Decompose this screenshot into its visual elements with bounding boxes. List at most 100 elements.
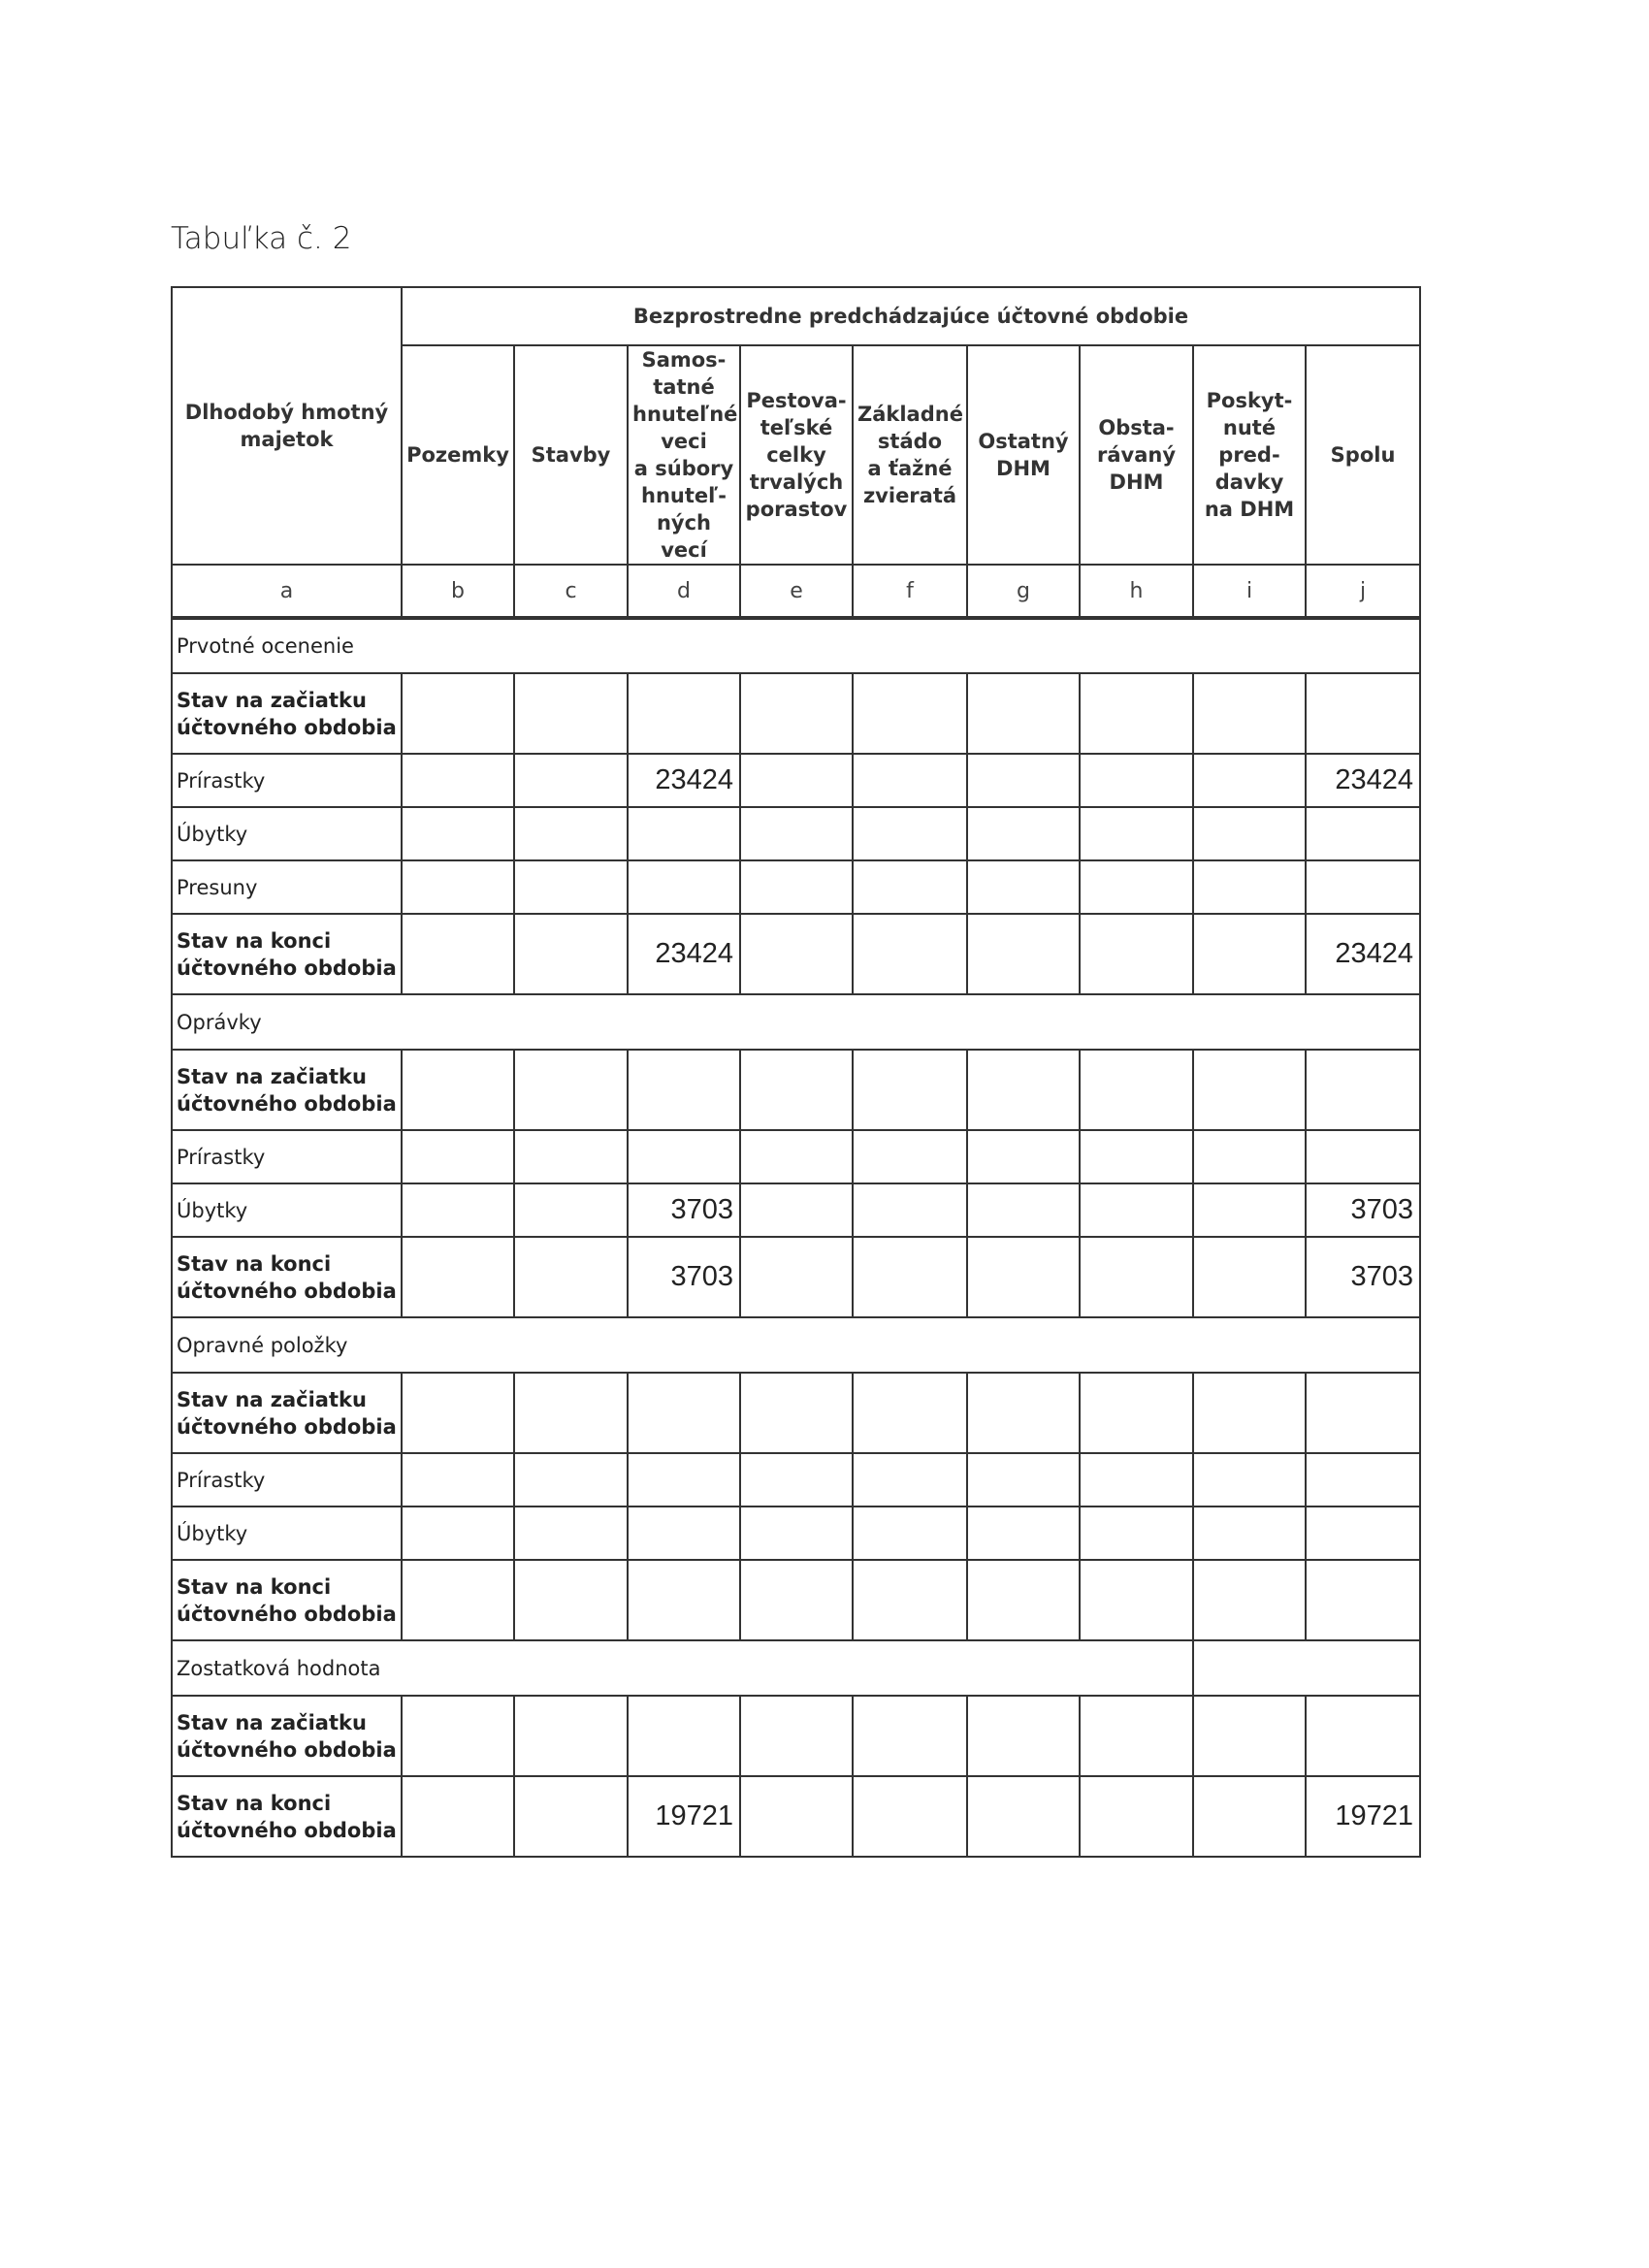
table-title: Tabuľka č. 2 bbox=[171, 221, 352, 256]
value-cell bbox=[1079, 913, 1194, 995]
value-cell bbox=[1079, 806, 1194, 861]
row-label: Stav na konci účtovného obdobia bbox=[171, 1775, 403, 1858]
value-cell bbox=[852, 1129, 968, 1184]
value-cell bbox=[1304, 806, 1422, 861]
value-cell bbox=[401, 1695, 515, 1777]
value-cell bbox=[1304, 672, 1422, 755]
table-row: Prírastky 23424 23424 bbox=[171, 753, 1422, 808]
value-cell bbox=[852, 1695, 968, 1777]
value-cell bbox=[966, 672, 1081, 755]
value-cell bbox=[852, 753, 968, 808]
column-letter: a bbox=[171, 564, 403, 620]
value-cell bbox=[513, 1506, 629, 1561]
value-cell bbox=[401, 672, 515, 755]
value-cell bbox=[401, 1236, 515, 1318]
section-label: Oprávky bbox=[170, 993, 1422, 1051]
value-cell bbox=[513, 1236, 629, 1318]
row-label: Stav na konci účtovného obdobia bbox=[171, 913, 403, 995]
value-cell bbox=[627, 806, 741, 861]
column-letter: i bbox=[1192, 564, 1307, 620]
value-cell bbox=[739, 672, 854, 755]
column-letter: f bbox=[852, 564, 968, 620]
value-cell bbox=[966, 1129, 1081, 1184]
value-cell bbox=[627, 672, 741, 755]
value-cell bbox=[739, 1775, 854, 1858]
column-letter: g bbox=[966, 564, 1081, 620]
value-cell bbox=[1192, 1372, 1307, 1454]
value-cell bbox=[739, 806, 854, 861]
value-cell bbox=[1192, 1695, 1307, 1777]
value-cell bbox=[1079, 1129, 1194, 1184]
value-cell bbox=[513, 1183, 629, 1238]
value-cell bbox=[739, 1049, 854, 1131]
section-label: Prvotné ocenenie bbox=[170, 617, 1422, 674]
table-row: Stav na začiatku účtovného obdobia bbox=[171, 1372, 1422, 1454]
table-row: Stav na začiatku účtovného obdobia bbox=[171, 1049, 1422, 1131]
column-header: Ostatný DHM bbox=[966, 344, 1081, 566]
value-cell bbox=[739, 1183, 854, 1238]
empty-cell bbox=[1191, 1639, 1422, 1697]
value-cell bbox=[401, 753, 515, 808]
value-cell bbox=[627, 1452, 741, 1507]
row-label: Úbytky bbox=[171, 1506, 403, 1561]
value-cell: 23424 bbox=[1304, 753, 1422, 808]
value-cell bbox=[513, 753, 629, 808]
table-row: Úbytky 3703 3703 bbox=[171, 1183, 1422, 1238]
value-cell bbox=[852, 1049, 968, 1131]
value-cell bbox=[1192, 1183, 1307, 1238]
value-cell bbox=[1079, 1506, 1194, 1561]
value-cell bbox=[966, 1372, 1081, 1454]
value-cell bbox=[1304, 1452, 1422, 1507]
value-cell bbox=[966, 1506, 1081, 1561]
value-cell bbox=[852, 1372, 968, 1454]
value-cell bbox=[513, 1372, 629, 1454]
row-label: Úbytky bbox=[171, 1183, 403, 1238]
table-row: Úbytky bbox=[171, 1506, 1422, 1561]
column-header: Pozemky bbox=[401, 344, 515, 566]
value-cell bbox=[401, 1775, 515, 1858]
value-cell bbox=[513, 859, 629, 915]
value-cell bbox=[627, 1695, 741, 1777]
value-cell bbox=[1304, 1372, 1422, 1454]
value-cell bbox=[739, 753, 854, 808]
value-cell bbox=[739, 1452, 854, 1507]
value-cell: 23424 bbox=[1304, 913, 1422, 995]
value-cell bbox=[1079, 753, 1194, 808]
column-letter: h bbox=[1079, 564, 1194, 620]
value-cell bbox=[513, 1049, 629, 1131]
value-cell bbox=[966, 753, 1081, 808]
value-cell bbox=[1079, 859, 1194, 915]
value-cell bbox=[1192, 672, 1307, 755]
value-cell: 3703 bbox=[627, 1183, 741, 1238]
column-header: Pestova- teľské celky trvalých porastov bbox=[739, 344, 854, 566]
section-label: Zostatková hodnota bbox=[171, 1639, 1194, 1697]
value-cell bbox=[627, 1372, 741, 1454]
row-label: Stav na začiatku účtovného obdobia bbox=[171, 1049, 403, 1131]
value-cell bbox=[1192, 1236, 1307, 1318]
value-cell: 19721 bbox=[627, 1775, 741, 1858]
value-cell bbox=[513, 806, 629, 861]
value-cell bbox=[401, 913, 515, 995]
value-cell bbox=[513, 913, 629, 995]
value-cell bbox=[966, 859, 1081, 915]
value-cell bbox=[1192, 1452, 1307, 1507]
value-cell bbox=[966, 806, 1081, 861]
column-header: Samos- tatné hnuteľné veci a súbory hnut… bbox=[627, 344, 741, 566]
value-cell: 23424 bbox=[627, 753, 741, 808]
value-cell bbox=[401, 1372, 515, 1454]
column-letter: b bbox=[401, 564, 515, 620]
table-row: Stav na začiatku účtovného obdobia bbox=[171, 1695, 1422, 1777]
column-letter: e bbox=[739, 564, 854, 620]
value-cell: 3703 bbox=[1304, 1183, 1422, 1238]
value-cell bbox=[627, 1129, 741, 1184]
table-row: Presuny bbox=[171, 859, 1422, 915]
value-cell bbox=[1079, 1049, 1194, 1131]
value-cell bbox=[852, 1775, 968, 1858]
value-cell bbox=[401, 1506, 515, 1561]
period-header: Bezprostredne predchádzajúce účtovné obd… bbox=[400, 286, 1422, 346]
value-cell bbox=[627, 1559, 741, 1641]
column-letter: d bbox=[627, 564, 741, 620]
value-cell bbox=[513, 672, 629, 755]
value-cell bbox=[513, 1695, 629, 1777]
value-cell bbox=[966, 1559, 1081, 1641]
